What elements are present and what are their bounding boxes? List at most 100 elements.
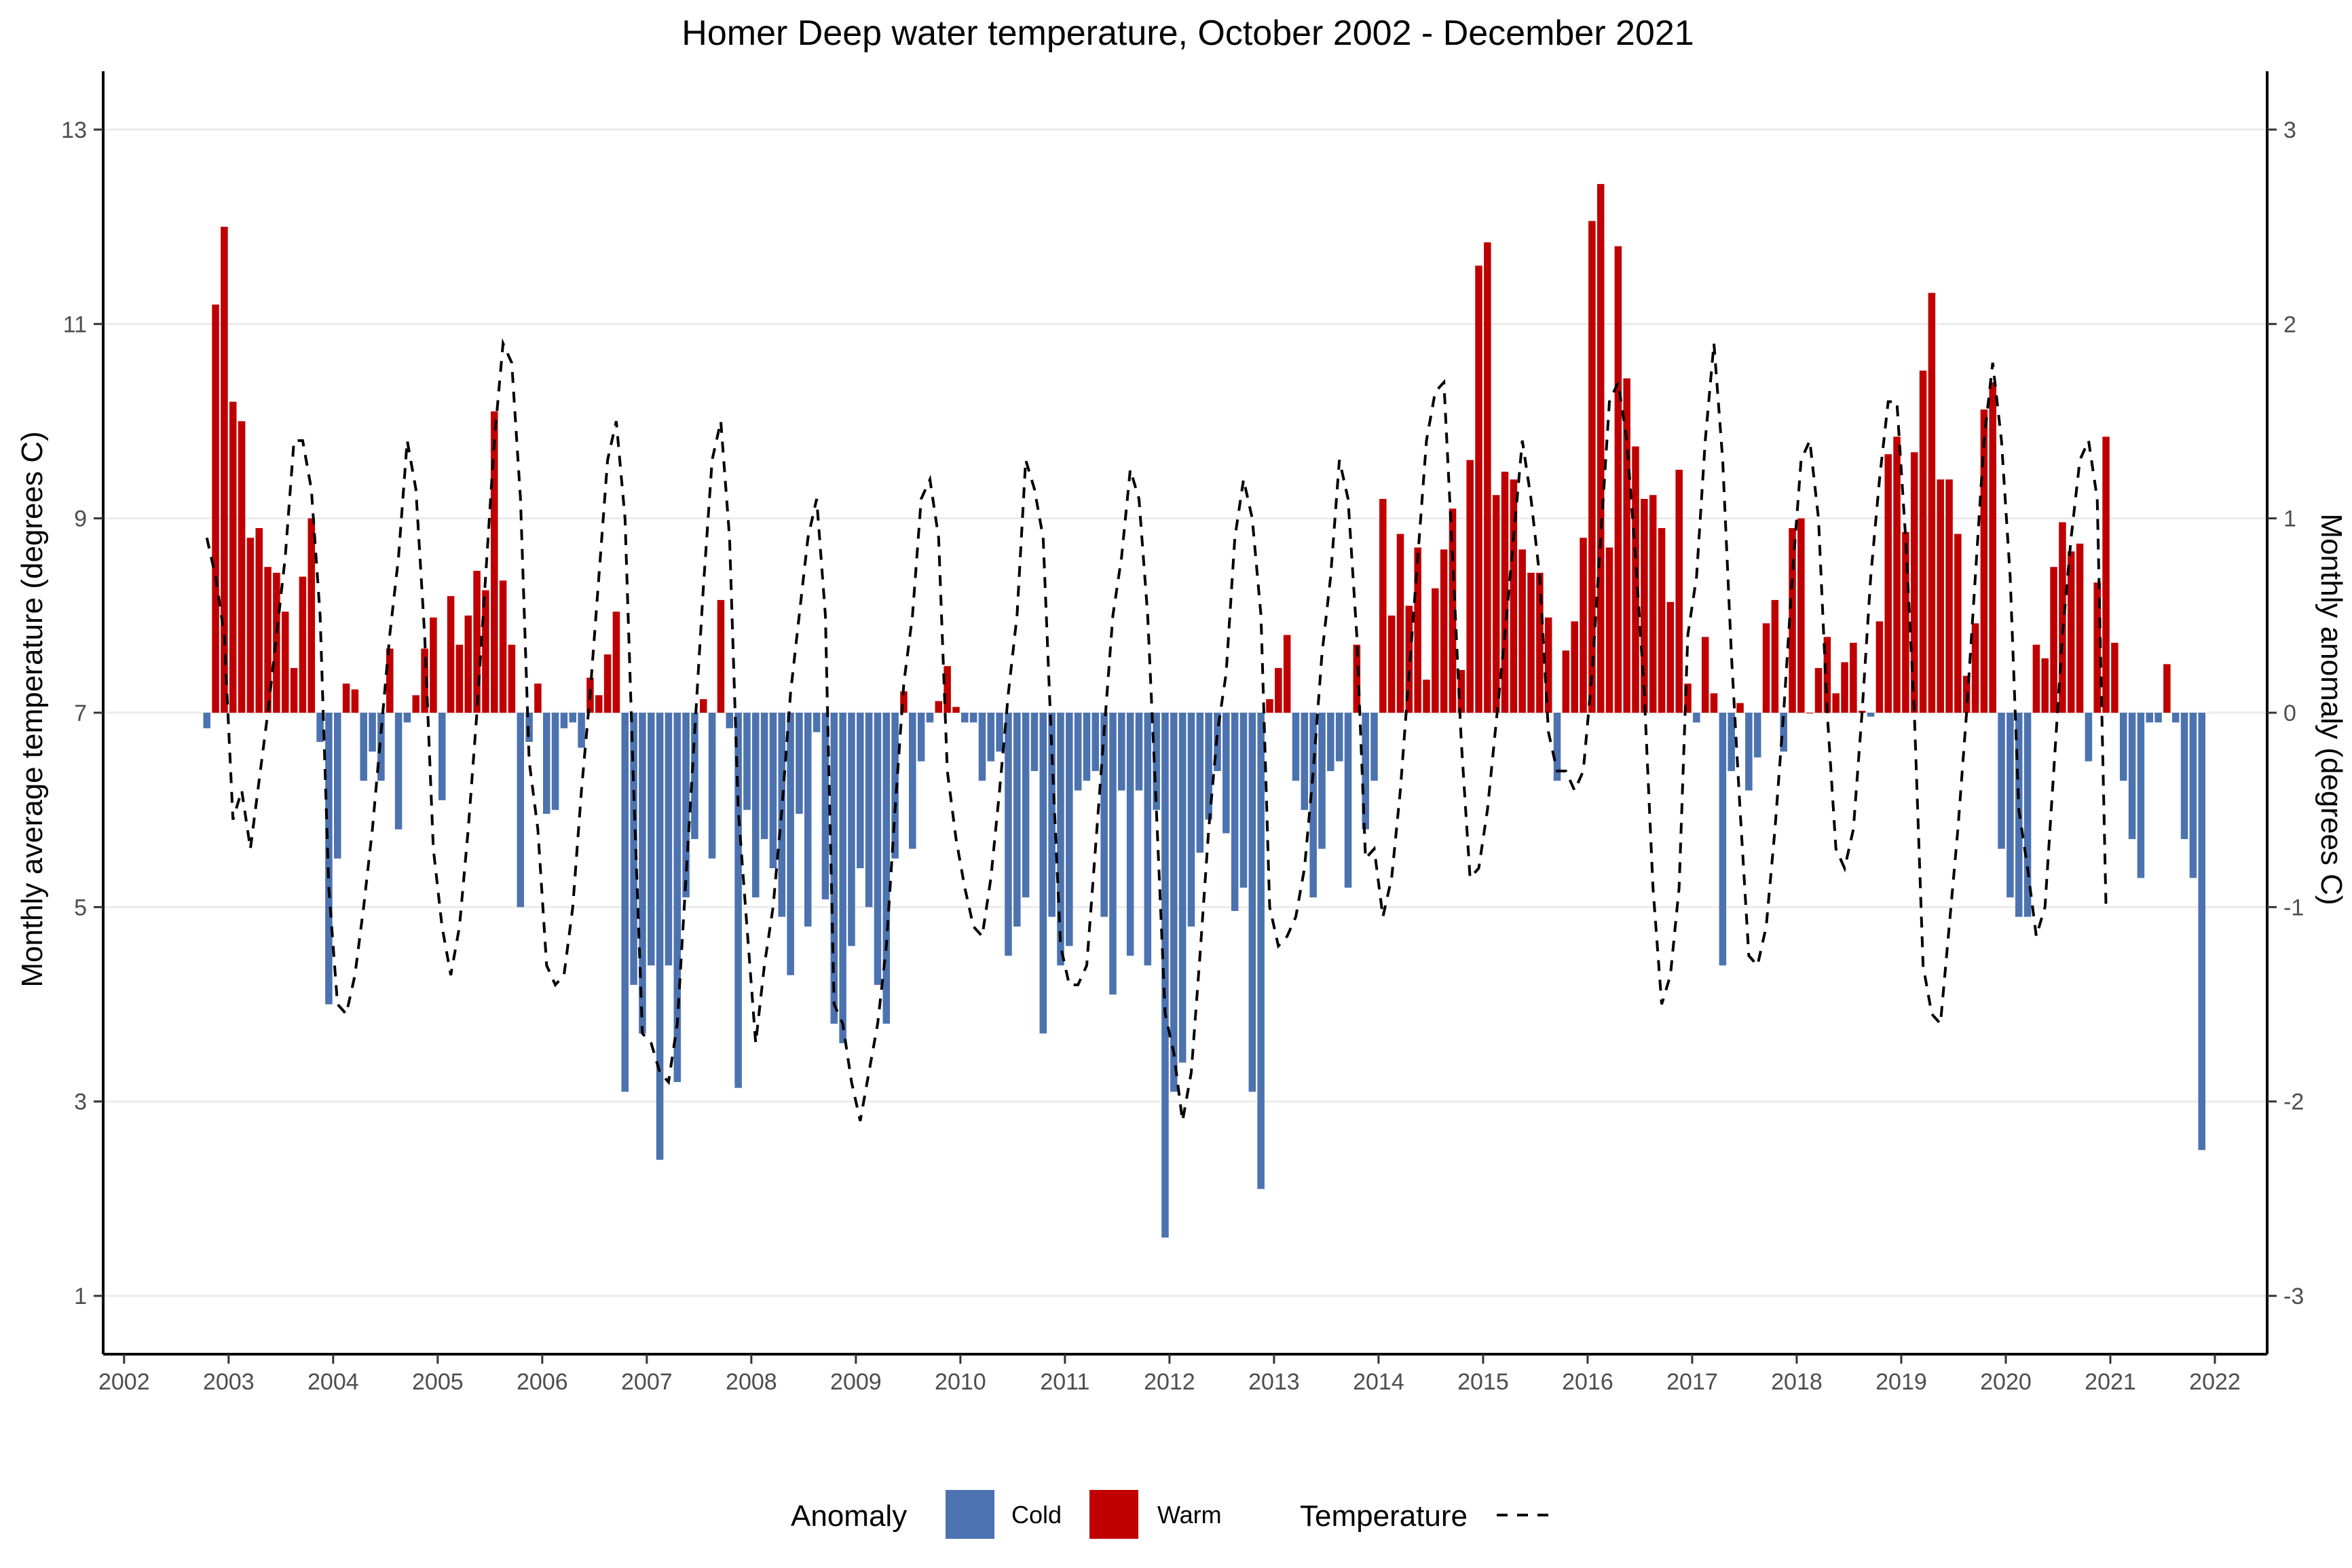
cold-anomaly-bar [969,713,977,723]
warm-anomaly-bar [1893,436,1901,713]
x-tick-label: 2021 [2085,1369,2136,1395]
legend: Anomaly Cold Warm Temperature [791,1490,1554,1539]
warm-anomaly-bar [246,538,255,713]
cold-anomaly-bar [1867,713,1875,717]
cold-anomaly-bar [1109,713,1117,995]
warm-anomaly-bar [351,689,359,713]
warm-anomaly-bar [935,701,943,713]
cold-anomaly-bar [891,713,899,859]
cold-anomaly-bar [333,713,341,859]
warm-anomaly-bar [430,617,437,713]
cold-anomaly-bar [656,713,664,1160]
warm-anomaly-bar [1814,668,1823,713]
x-tick-label: 2005 [412,1369,464,1395]
warm-anomaly-bar [1562,650,1570,713]
cold-anomaly-bar [874,713,882,985]
cold-anomaly-bar [682,713,690,898]
y-axis-left-title: Monthly average temperature (degrees C) [16,431,49,987]
y-right-tick-label: 2 [2283,312,2296,337]
warm-anomaly-bar [421,648,428,713]
warm-anomaly-bar [447,596,455,713]
warm-anomaly-bar [717,599,725,713]
warm-anomaly-bar [1387,615,1396,713]
cold-anomaly-bar [1327,713,1334,771]
cold-anomaly-bar [403,713,411,723]
y-left-tick-label: 11 [63,312,87,337]
cold-anomaly-bar [630,713,637,985]
cold-anomaly-bar [1344,713,1352,888]
cold-anomaly-bar [1126,713,1134,956]
cold-anomaly-bar [760,713,768,840]
cold-anomaly-bar [621,713,629,1092]
warm-anomaly-bar [1588,221,1596,713]
cold-anomaly-bar [769,713,777,869]
cold-anomaly-bar [1030,713,1039,771]
warm-anomaly-bar [212,304,219,713]
y-left-tick-label: 13 [61,117,87,143]
warm-anomaly-bar [290,668,298,713]
warm-anomaly-bar [1954,534,1962,713]
warm-anomaly-bar [1658,527,1666,713]
cold-anomaly-bar [1780,713,1787,752]
x-tick-label: 2003 [203,1369,255,1395]
cold-anomaly-bar [2137,713,2145,878]
cold-anomaly-bar [1239,713,1248,888]
warm-anomaly-bar [255,527,263,713]
cold-anomaly-bar [1318,713,1326,849]
cold-anomaly-bar [865,713,873,908]
warm-anomaly-bar [900,691,908,713]
warm-anomaly-bar [1632,446,1639,713]
warm-anomaly-bar [1884,454,1892,713]
warm-anomaly-bar [482,590,489,713]
cold-anomaly-bar [882,713,891,1024]
warm-anomaly-bar [1832,693,1840,713]
warm-anomaly-bar [1971,623,1979,713]
warm-anomaly-bar [2067,551,2075,713]
warm-anomaly-bar [1457,670,1466,713]
anomaly-bars [203,184,2206,1238]
cold-anomaly-bar [1998,713,2005,849]
cold-anomaly-bar [2128,713,2136,840]
cold-anomaly-bar [1309,713,1317,898]
x-tick-label: 2006 [517,1369,568,1395]
cold-anomaly-bar [708,713,716,859]
cold-anomaly-bar [1100,713,1108,917]
warm-anomaly-bar [1614,246,1622,713]
warm-anomaly-bar [307,518,315,713]
warm-anomaly-bar [1762,623,1770,713]
cold-anomaly-bar [1222,713,1230,834]
cold-anomaly-bar [2180,713,2188,840]
cold-anomaly-bar [369,713,376,752]
warm-anomaly-bar [1875,621,1884,713]
cold-anomaly-bar [2198,713,2206,1151]
warm-anomaly-bar [1797,518,1805,713]
cold-anomaly-bar [2171,713,2180,723]
cold-anomaly-bar [203,713,210,728]
y-right-tick-label: -2 [2283,1089,2304,1115]
warm-anomaly-bar [2163,664,2171,713]
warm-anomaly-bar [700,698,707,713]
warm-anomaly-bar [464,615,472,713]
warm-anomaly-bar [1396,534,1404,713]
warm-anomaly-bar [1937,479,1944,713]
cold-anomaly-bar [438,713,446,800]
cold-anomaly-bar [1301,713,1309,810]
cold-anomaly-bar [1553,713,1561,781]
warm-anomaly-bar [952,707,960,713]
cold-anomaly-bar [821,713,829,899]
cold-anomaly-bar [848,713,855,946]
cold-anomaly-bar [1039,713,1047,1034]
cold-anomaly-bar [1153,713,1160,810]
warm-anomaly-bar [1475,265,1482,713]
cold-anomaly-bar [1074,713,1082,791]
cold-anomaly-bar [1728,713,1735,771]
temperature-line [205,338,2108,1121]
warm-anomaly-bar [1666,601,1675,713]
cold-anomaly-bar [787,713,794,975]
x-tick-label: 2013 [1248,1369,1300,1395]
cold-anomaly-bar [691,713,698,840]
cold-anomaly-bar [1135,713,1143,791]
cold-anomaly-bar [673,713,682,1083]
cold-anomaly-bar [1362,713,1369,829]
